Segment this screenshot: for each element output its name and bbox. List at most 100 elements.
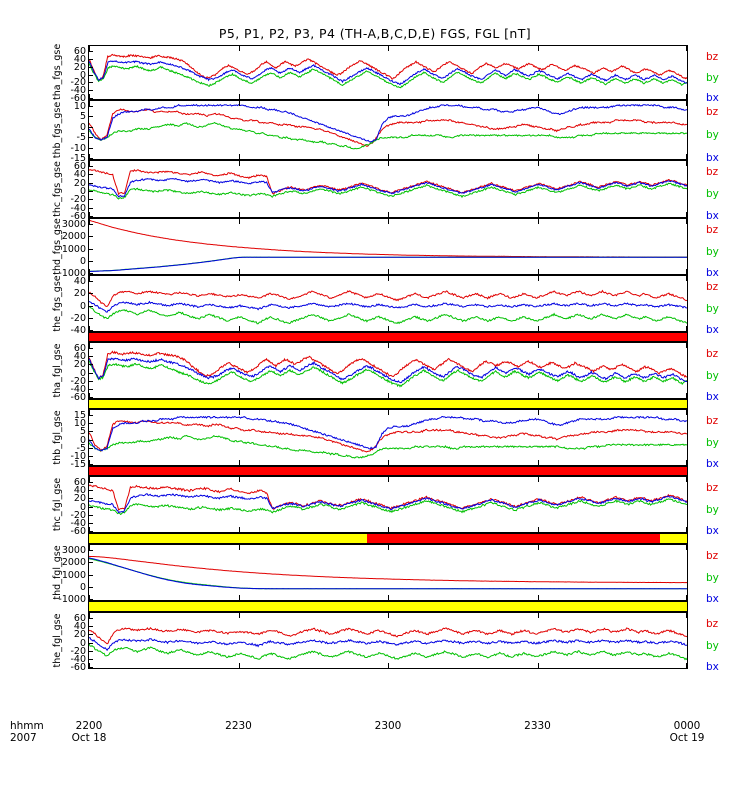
x-tick-mark [89, 527, 90, 532]
trace-bz [89, 219, 687, 258]
y-tick-mark [88, 166, 93, 167]
x-tick-mark [238, 154, 240, 159]
y-tick-label: 40 [73, 621, 86, 633]
y-axis-label-tha_fgl_gse: tha_fgl_gse [52, 342, 66, 399]
y-tick-label: 0 [79, 434, 86, 446]
x-tick-mark [686, 477, 687, 482]
x-tick-mark [388, 269, 389, 274]
y-tick-label: 20 [73, 629, 86, 641]
y-axis-label-tha_fgs_gse: tha_fgs_gse [52, 43, 66, 100]
y-axis-label-text: thc_fgs_gse [52, 161, 63, 217]
y-tick-label: 40 [73, 169, 86, 181]
y-tick-mark [88, 380, 93, 382]
y-tick-labels-thd_fgl_gse: 3000 2000 1000 0 -1000 [52, 544, 93, 604]
y-tick-mark [88, 147, 93, 149]
y-axis-label-the_fgl_gse: the_fgl_gse [52, 612, 66, 669]
legend-bz-thc_fgs_gse: bz [706, 166, 719, 178]
y-tick-label: -10 [70, 142, 86, 154]
y-tick-mark [88, 574, 93, 576]
y-tick-mark [88, 415, 93, 416]
x-tick-mark [686, 326, 687, 331]
x-tick-mark [89, 46, 90, 51]
panel-thb_fgs_gse [88, 100, 688, 160]
panel-the_fgl_gse [88, 612, 688, 669]
y-tick-label: 0 [79, 300, 86, 312]
y-tick-mark [88, 58, 93, 60]
x-tick-mark [537, 219, 539, 224]
x-tick-mark [537, 269, 539, 274]
x-tick-mark [238, 101, 240, 106]
y-tick-mark [88, 634, 93, 636]
x-tick-mark [89, 219, 90, 224]
y-tick-label: 15 [73, 410, 86, 421]
y-axis-label-text: thb_fgs_gse [52, 101, 63, 159]
legend-bz-the_fgs_gse: bz [706, 281, 719, 293]
y-tick-mark [88, 490, 93, 492]
x-tick-mark [89, 410, 90, 415]
x-tick-label: 2230 [225, 720, 252, 732]
x-tick-mark [537, 212, 539, 217]
x-tick-label: 2200 [75, 720, 103, 732]
trace-bx [89, 256, 687, 272]
y-tick-mark [88, 397, 93, 398]
y-axis-label-thb_fgs_gse: thb_fgs_gse [52, 100, 66, 160]
trace-by [89, 643, 687, 661]
x-tick-mark [388, 212, 389, 217]
x-tick-mark [89, 460, 90, 465]
x-tick-mark [537, 460, 539, 465]
y-tick-mark [88, 431, 93, 433]
legend-by-thd_fgl_gse: by [706, 571, 719, 584]
y-tick-mark [88, 98, 93, 99]
legend-bz-thd_fgl_gse: bz [706, 550, 719, 562]
x-tick-mark [238, 161, 240, 166]
legend-bz-thc_fgl_gse: bz [706, 482, 719, 494]
trace-bx [89, 637, 687, 652]
y-tick-mark [88, 658, 93, 660]
y-axis-label-text: thd_fgl_gse [52, 545, 63, 600]
x-tick-mark [686, 161, 687, 166]
y-tick-label: 40 [73, 351, 86, 363]
x-tick-mark [238, 527, 240, 532]
legend-by-thc_fgl_gse: by [706, 503, 719, 516]
legend-by-tha_fgl_gse: by [706, 369, 719, 382]
y-axis-label-text: tha_fgs_gse [52, 43, 63, 100]
y-tick-label: -5 [76, 132, 86, 144]
legend-bx-thc_fgs_gse: bx [706, 210, 719, 222]
y-tick-label: -20 [70, 77, 86, 89]
y-tick-mark [88, 305, 93, 307]
x-axis-corner-line1: hhmm [10, 720, 44, 732]
x-tick-mark [537, 545, 539, 550]
x-tick-mark [238, 613, 240, 618]
legend-by-the_fgs_gse: by [706, 302, 719, 315]
x-tick-mark [89, 94, 90, 99]
x-tick-mark [537, 613, 539, 618]
y-tick-label: 2000 [61, 557, 86, 569]
panel-tha_fgl_gse [88, 342, 688, 399]
x-tick-mark [686, 94, 687, 99]
y-tick-label: -40 [70, 653, 86, 665]
y-axis-label-thd_fgl_gse: thd_fgl_gse [52, 544, 66, 601]
x-tick-mark [686, 460, 687, 465]
y-tick-labels-the_fgl_gse: 60 40 20 0 -20 -40 -60 [52, 612, 93, 672]
y-tick-label: 0 [79, 367, 86, 379]
y-tick-label: 20 [73, 61, 86, 73]
y-tick-mark [88, 293, 93, 295]
x-tick-mark [89, 477, 90, 482]
y-tick-labels-thd_fgs_gse: 3000 2000 1000 0 -1000 [52, 218, 93, 278]
y-tick-mark [88, 82, 93, 84]
legend-by-thb_fgs_gse: by [706, 129, 719, 141]
x-tick-mark [686, 545, 687, 550]
legend-bx-the_fgl_gse: bx [706, 661, 719, 673]
x-tick-mark [388, 663, 389, 668]
x-tick-mark [537, 410, 539, 415]
x-tick-mark [537, 393, 539, 398]
x-tick-mark [537, 477, 539, 482]
y-tick-mark [88, 174, 93, 176]
x-tick-mark [238, 595, 240, 600]
y-tick-mark [88, 455, 93, 457]
x-tick-mark [537, 595, 539, 600]
x-tick-mark [238, 663, 240, 668]
y-tick-label: 0 [79, 581, 86, 593]
trace-by [89, 121, 687, 150]
trace-by [89, 360, 687, 388]
